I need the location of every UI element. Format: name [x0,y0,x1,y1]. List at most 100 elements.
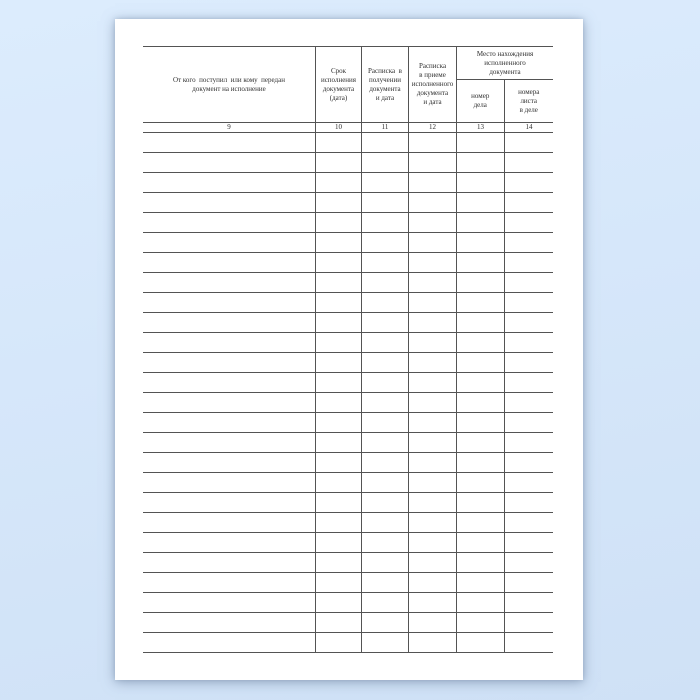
table-cell-receipt-received [361,133,408,152]
table-row [143,213,553,233]
table-cell-from-whom [143,553,315,572]
table-cell-from-whom [143,573,315,592]
table-cell-receipt-executed [408,493,456,512]
table-cell-receipt-executed [408,453,456,472]
table-cell-receipt-received [361,233,408,252]
table-row [143,613,553,633]
table-cell-receipt-executed [408,533,456,552]
table-cell-from-whom [143,593,315,612]
table-cell-receipt-received [361,253,408,272]
table-cell-case-number [456,233,504,252]
table-cell-sheet-numbers [504,493,553,512]
table-row [143,473,553,493]
table-cell-receipt-executed [408,633,456,652]
table-cell-receipt-received [361,613,408,632]
column-number-10: 10 [315,123,361,132]
table-cell-due-date [315,353,361,372]
table-cell-sheet-numbers [504,613,553,632]
table-cell-from-whom [143,613,315,632]
table-cell-sheet-numbers [504,173,553,192]
column-header-sheet-numbers: номера листа в деле [503,80,554,122]
table-row [143,633,553,653]
table-row [143,393,553,413]
table-cell-from-whom [143,233,315,252]
table-cell-receipt-received [361,533,408,552]
table-cell-sheet-numbers [504,333,553,352]
table-cell-case-number [456,493,504,512]
table-cell-receipt-received [361,493,408,512]
table-cell-due-date [315,453,361,472]
table-cell-due-date [315,333,361,352]
table-cell-due-date [315,513,361,532]
table-cell-receipt-received [361,433,408,452]
table-cell-receipt-executed [408,353,456,372]
table-cell-due-date [315,373,361,392]
table-cell-due-date [315,153,361,172]
table-cell-case-number [456,413,504,432]
table-cell-receipt-received [361,593,408,612]
table-cell-due-date [315,273,361,292]
table-cell-sheet-numbers [504,513,553,532]
table-cell-receipt-executed [408,193,456,212]
table-cell-from-whom [143,533,315,552]
table-cell-due-date [315,253,361,272]
table-cell-due-date [315,313,361,332]
table-cell-receipt-executed [408,393,456,412]
table-cell-case-number [456,173,504,192]
table-row [143,453,553,473]
table-cell-sheet-numbers [504,293,553,312]
table-cell-receipt-received [361,573,408,592]
column-group-location: Место нахождения исполненного документа … [456,47,553,122]
table-row [143,513,553,533]
table-row [143,273,553,293]
table-cell-receipt-received [361,273,408,292]
column-number-9: 9 [227,123,231,131]
table-cell-receipt-executed [408,473,456,492]
table-cell-receipt-received [361,513,408,532]
column-group-location-title: Место нахождения исполненного документа [457,47,553,80]
table-row [143,353,553,373]
table-row [143,333,553,353]
table-cell-receipt-received [361,153,408,172]
table-cell-due-date [315,213,361,232]
table-cell-case-number [456,193,504,212]
table-cell-receipt-received [361,413,408,432]
table-cell-receipt-executed [408,253,456,272]
table-cell-receipt-executed [408,373,456,392]
table-row [143,313,553,333]
table-cell-from-whom [143,493,315,512]
table-cell-case-number [456,253,504,272]
table-cell-due-date [315,593,361,612]
table-cell-case-number [456,353,504,372]
column-number-14: 14 [504,123,553,132]
table-cell-receipt-executed [408,233,456,252]
table-cell-case-number [456,433,504,452]
table-cell-sheet-numbers [504,393,553,412]
table-cell-receipt-executed [408,213,456,232]
column-number-12: 12 [408,123,456,132]
table-cell-receipt-executed [408,293,456,312]
table-cell-from-whom [143,133,315,152]
table-cell-due-date [315,613,361,632]
table-cell-receipt-received [361,313,408,332]
table-cell-sheet-numbers [504,213,553,232]
document-page: От кого поступил или кому передан докуме… [115,19,583,680]
table-cell-from-whom [143,473,315,492]
table-cell-sheet-numbers [504,313,553,332]
table-cell-case-number [456,573,504,592]
table-cell-due-date [315,133,361,152]
table-cell-sheet-numbers [504,273,553,292]
table-cell-due-date [315,633,361,652]
table-cell-from-whom [143,253,315,272]
table-cell-receipt-received [361,173,408,192]
table-cell-sheet-numbers [504,193,553,212]
column-number-row: 9 10 11 12 13 14 [143,123,553,133]
table-cell-case-number [456,533,504,552]
table-body [143,133,553,653]
table-cell-from-whom [143,313,315,332]
table-cell-sheet-numbers [504,453,553,472]
table-cell-case-number [456,633,504,652]
table-cell-from-whom [143,433,315,452]
table-cell-case-number [456,473,504,492]
